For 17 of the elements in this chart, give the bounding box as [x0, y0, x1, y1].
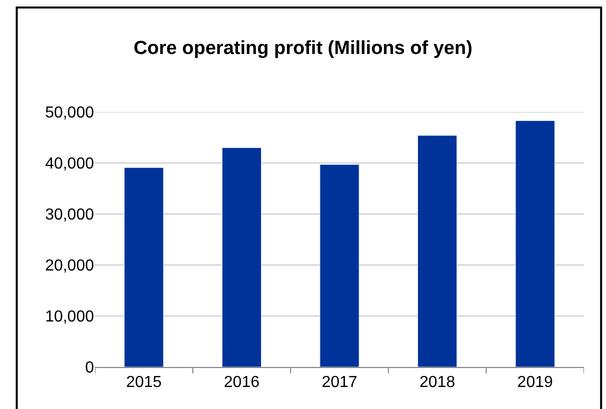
- bar: [222, 147, 262, 367]
- y-tick-label: 20,000: [45, 258, 94, 275]
- y-tick-label: 50,000: [45, 104, 94, 122]
- y-tick-label: 0: [85, 360, 94, 377]
- y-tick-label: 30,000: [45, 206, 94, 224]
- x-tick-label: 2019: [517, 374, 553, 392]
- bar: [124, 167, 164, 367]
- x-tick-label: 2016: [224, 374, 260, 392]
- bar: [320, 164, 360, 367]
- x-tick-label: 2018: [420, 374, 456, 392]
- bar: [515, 120, 555, 367]
- bar: [417, 135, 458, 367]
- y-tick-label: 40,000: [45, 156, 94, 173]
- x-tick-label: 2015: [126, 374, 162, 392]
- chart-title: Core operating profit (Millions of yen): [134, 38, 472, 60]
- x-tick-label: 2017: [322, 374, 358, 392]
- y-tick-label: 10,000: [45, 308, 94, 326]
